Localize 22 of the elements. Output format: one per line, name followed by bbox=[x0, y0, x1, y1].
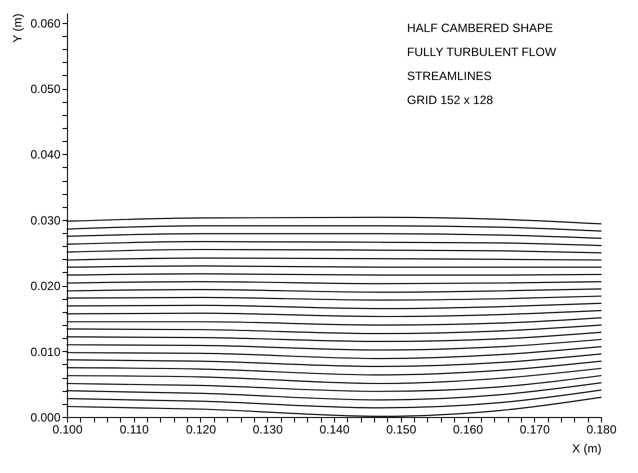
x-tick-label: 0.140 bbox=[319, 422, 350, 436]
x-tick-label: 0.100 bbox=[52, 422, 83, 436]
y-tick-label: 0.020 bbox=[30, 279, 61, 294]
x-tick-label: 0.120 bbox=[186, 422, 216, 436]
y-tick-label: 0.030 bbox=[30, 213, 61, 228]
x-tick-label: 0.170 bbox=[520, 422, 550, 436]
y-tick-label: 0.040 bbox=[30, 148, 61, 162]
x-tick-label: 0.180 bbox=[586, 422, 617, 436]
y-axis-title: Y (m) bbox=[10, 13, 24, 43]
annotation: GRID 152 x 128 bbox=[407, 93, 494, 107]
x-axis-title: X (m) bbox=[572, 442, 602, 456]
x-tick-label: 0.150 bbox=[386, 422, 417, 436]
y-tick-label: 0.000 bbox=[30, 410, 61, 424]
y-tick-label: 0.050 bbox=[30, 82, 61, 96]
y-tick-label: 0.010 bbox=[30, 344, 61, 359]
annotation: STREAMLINES bbox=[407, 69, 492, 83]
x-tick-label: 0.160 bbox=[452, 422, 484, 436]
x-tick-label: 0.110 bbox=[120, 422, 150, 436]
y-tick-label: 0.060 bbox=[30, 16, 61, 30]
annotation: HALF CAMBERED SHAPE bbox=[407, 21, 554, 35]
x-tick-label: 0.130 bbox=[252, 422, 284, 436]
annotation: FULLY TURBULENT FLOW bbox=[407, 45, 557, 59]
